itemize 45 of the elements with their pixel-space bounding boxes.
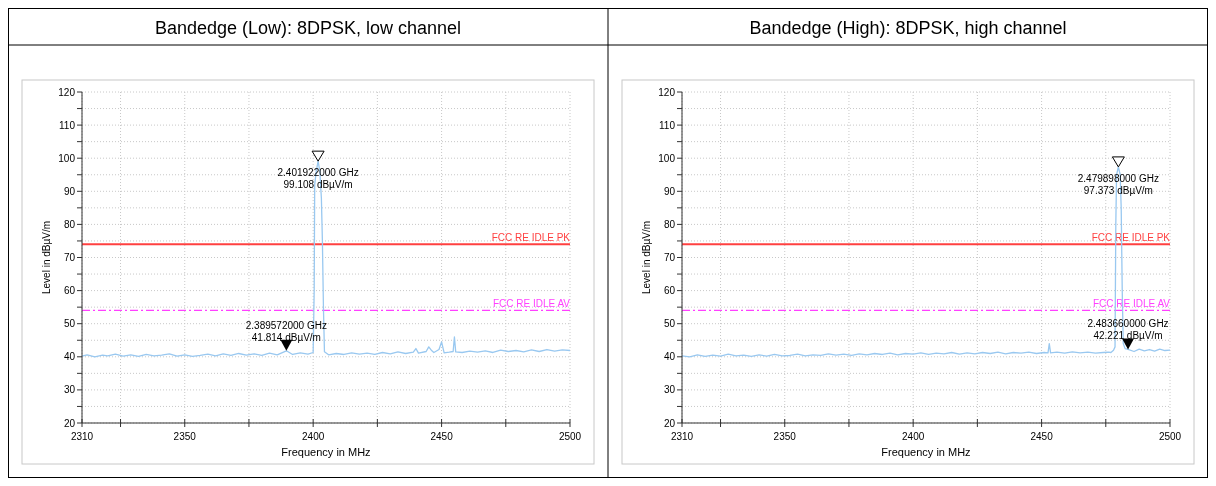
y-tick-label: 80 [663,218,676,230]
y-tick-label: 50 [663,318,676,330]
y-tick-label: 100 [58,152,76,164]
x-tick-label: 2450 [430,431,454,442]
y-tick-label: 60 [63,285,76,297]
ref-line-label: FCC RE IDLE AV [492,298,571,310]
y-tick-label: 110 [659,119,676,131]
ref-line-label: FCC RE IDLE PK [1091,232,1171,244]
ref-line-label: FCC RE IDLE PK [491,232,571,244]
y-tick-label: 120 [58,86,76,98]
y-tick-label: 90 [63,185,76,197]
chart-title: Bandedge (High): 8DPSK, high channel [749,17,1067,38]
y-tick-label: 120 [658,86,676,98]
chart-title: Bandedge (Low): 8DPSK, low channel [154,17,462,38]
y-tick-label: 30 [663,384,676,396]
y-axis-title: Level in dBµV/m [41,220,52,295]
x-tick-label: 2350 [173,431,197,442]
x-tick-label: 2400 [302,431,325,442]
annotation: 2.483660000 GHz 42.221 dBµV/m [1087,318,1169,342]
y-axis-title: Level in dBµV/m [641,220,652,295]
x-tick-label: 2400 [902,431,925,442]
x-axis-title: Frequency in MHz [281,446,371,458]
annotation: 2.479898000 GHz 97.373 dBµV/m [1077,172,1159,196]
x-axis-title: Frequency in MHz [881,446,971,458]
y-tick-label: 50 [63,318,76,330]
y-tick-label: 40 [663,351,676,363]
y-tick-label: 60 [663,285,676,297]
y-tick-label: 70 [63,252,76,263]
x-tick-label: 2310 [670,431,694,442]
x-tick-label: 2310 [70,431,94,442]
y-tick-label: 20 [663,417,676,429]
ref-line-label: FCC RE IDLE AV [1092,298,1171,310]
y-tick-label: 30 [63,384,76,396]
y-tick-label: 90 [663,185,676,197]
x-tick-label: 2350 [773,431,797,442]
y-tick-label: 80 [63,218,76,230]
x-tick-label: 2500 [558,431,582,442]
y-tick-label: 20 [63,417,76,429]
annotation: 2.401922000 GHz 99.108 dBµV/m [277,167,359,191]
y-tick-label: 100 [658,152,676,164]
y-tick-label: 70 [663,252,676,263]
y-tick-label: 40 [63,351,76,363]
y-tick-label: 110 [59,119,76,131]
x-tick-label: 2500 [1158,431,1182,442]
x-tick-label: 2450 [1030,431,1054,442]
